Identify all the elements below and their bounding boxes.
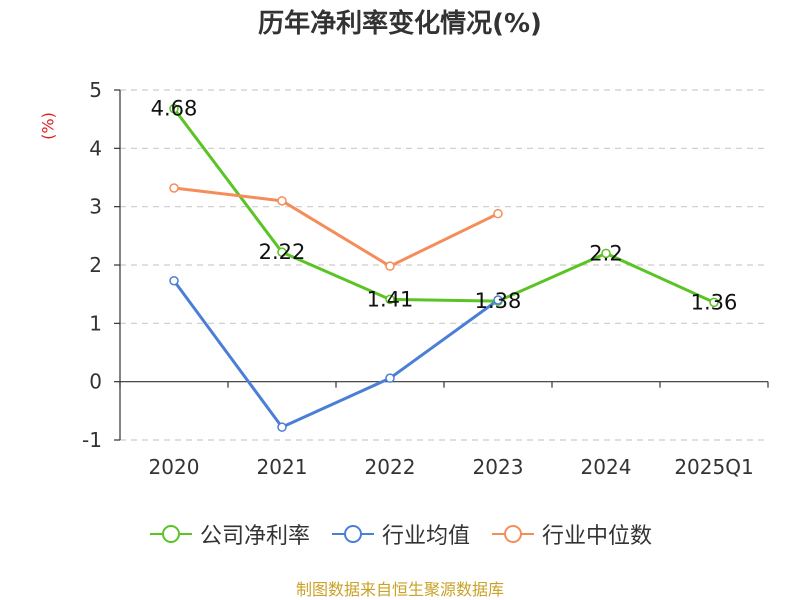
x-tick-label: 2020 bbox=[149, 455, 200, 479]
x-tick-label: 2025Q1 bbox=[674, 455, 753, 479]
legend-marker-median-icon bbox=[492, 525, 534, 543]
axes: -1 0 1 2 3 4 5 2020 2021 2022 2023 2024 2025Q1 bbox=[82, 78, 769, 479]
legend-marker-company-icon bbox=[149, 525, 192, 543]
legend-marker-average-icon bbox=[331, 525, 374, 543]
y-tick-label: 4 bbox=[89, 136, 102, 160]
source-note: 制图数据来自恒生聚源数据库 bbox=[295, 580, 504, 599]
x-tick-label: 2022 bbox=[365, 455, 416, 479]
data-label: 1.41 bbox=[367, 287, 414, 311]
legend-item-company-net-margin[interactable]: 公司净利率 bbox=[148, 518, 310, 550]
x-tick-label: 2021 bbox=[257, 455, 308, 479]
data-point bbox=[169, 103, 179, 114]
data-point bbox=[493, 295, 503, 305]
legend: 公司净利率 行业均值 行业中位数 bbox=[0, 518, 800, 550]
x-tick-label: 2024 bbox=[581, 455, 632, 479]
data-point bbox=[169, 183, 179, 193]
data-point bbox=[385, 294, 395, 305]
data-point bbox=[385, 261, 395, 271]
series-line-1 bbox=[172, 279, 499, 429]
y-tick-label: 1 bbox=[89, 311, 102, 335]
data-label: 2.2 bbox=[589, 241, 622, 265]
legend-label: 公司净利率 bbox=[199, 524, 310, 549]
data-point bbox=[493, 208, 503, 219]
y-tick-label: 3 bbox=[89, 195, 102, 219]
y-tick-label: 5 bbox=[89, 78, 102, 102]
data-label: 1.38 bbox=[475, 289, 522, 313]
grid-lines bbox=[120, 89, 768, 441]
legend-label: 行业中位数 bbox=[542, 524, 653, 549]
data-point bbox=[169, 276, 179, 286]
legend-item-industry-average[interactable]: 行业均值 bbox=[330, 518, 470, 550]
data-label: 4.68 bbox=[151, 97, 198, 121]
series-line-2 bbox=[173, 186, 499, 268]
y-tick-label: 2 bbox=[89, 253, 102, 277]
data-label: 2.22 bbox=[259, 240, 306, 264]
data-point bbox=[601, 248, 611, 259]
legend-item-industry-median[interactable]: 行业中位数 bbox=[490, 518, 652, 550]
series-line-0 bbox=[172, 107, 715, 304]
series-lines bbox=[172, 107, 715, 429]
legend-label: 行业均值 bbox=[381, 524, 470, 549]
data-point bbox=[277, 422, 287, 432]
data-point bbox=[277, 247, 287, 257]
data-labels: 4.68 2.22 1.41 1.38 2.2 1.36 bbox=[151, 97, 738, 315]
y-tick-label: -1 bbox=[82, 428, 102, 452]
data-point bbox=[385, 373, 395, 383]
series-points bbox=[169, 103, 719, 432]
x-tick-label: 2023 bbox=[473, 455, 524, 479]
chart-title: 历年净利率变化情况(%) bbox=[258, 9, 542, 39]
data-point bbox=[709, 297, 719, 308]
y-tick-label: 0 bbox=[89, 370, 102, 394]
data-label: 1.36 bbox=[691, 290, 738, 314]
data-point bbox=[277, 196, 287, 206]
